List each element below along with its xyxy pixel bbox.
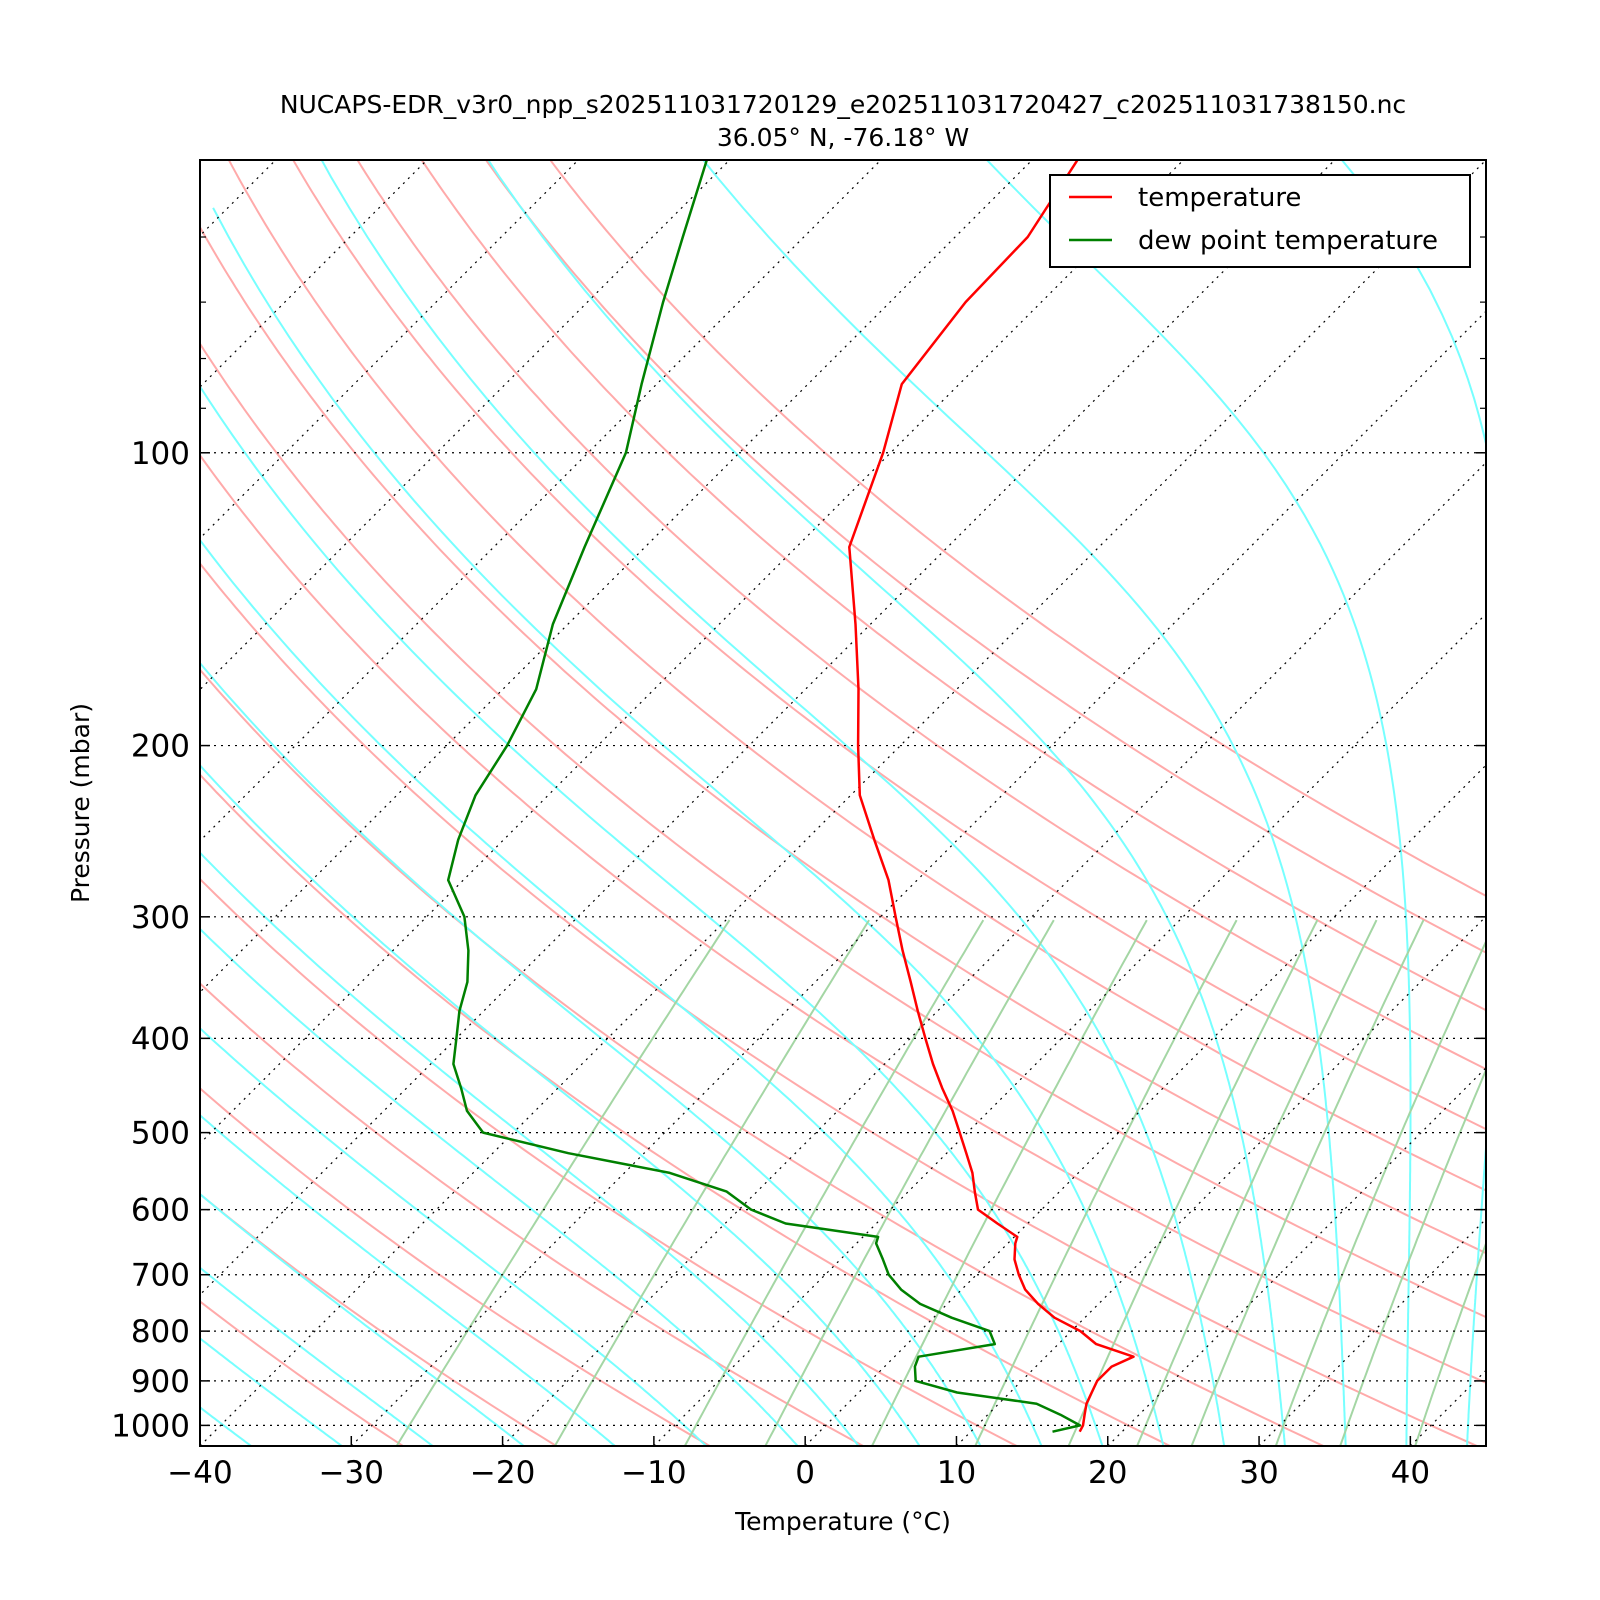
legend: temperature dew point temperature (1049, 174, 1471, 268)
x-tick-label: 40 (1391, 1455, 1430, 1491)
background-lines (200, 160, 1486, 1446)
dewpoint-line (446, 160, 1082, 1433)
mixing-ratio-line (1136, 919, 1378, 1446)
dry-adiabat-line (200, 982, 866, 1446)
y-tick-label: 300 (131, 900, 190, 936)
x-tick-label: 20 (1088, 1455, 1127, 1491)
dry-adiabat-line (200, 1087, 712, 1446)
mixing-ratio-line (870, 919, 1148, 1446)
y-tick-label: 600 (131, 1193, 190, 1229)
x-tick-label: −20 (470, 1455, 535, 1491)
dry-adiabat-line (420, 160, 1486, 1012)
moist-adiabat-line (212, 207, 1165, 1446)
dry-adiabat-line (200, 561, 1480, 1446)
series-lines (446, 160, 1135, 1433)
y-tick-label: 1000 (111, 1408, 190, 1444)
y-tick-label: 700 (131, 1258, 190, 1294)
dry-adiabat-line (227, 160, 1486, 1192)
moist-adiabat-line (702, 160, 1347, 1446)
dry-adiabat-line (200, 668, 1326, 1446)
x-tick-label: −10 (621, 1455, 686, 1491)
legend-label-temperature: temperature (1138, 183, 1301, 213)
moist-adiabat-line (1340, 160, 1486, 1446)
mixing-ratio-line (1339, 1067, 1486, 1446)
moist-adiabat-line (320, 160, 1226, 1446)
dry-adiabat-line (484, 160, 1486, 954)
legend-box (1049, 174, 1471, 268)
mixing-ratio-line (395, 919, 731, 1446)
dry-adiabat-line (200, 773, 1173, 1446)
x-tick-label: 10 (937, 1455, 976, 1491)
plot-frame (199, 159, 1487, 1447)
moist-adiabat-line (200, 1113, 617, 1446)
chart-title: NUCAPS-EDR_v3r0_npp_s202511031720129_e20… (280, 90, 1406, 119)
temperature-line (848, 160, 1135, 1433)
mixing-ratio-line (1274, 939, 1486, 1446)
dry-adiabat-line (200, 225, 1486, 1255)
mixing-ratio-line (764, 919, 1055, 1446)
moist-adiabat-line (200, 1192, 526, 1446)
moist-adiabat-line (200, 1337, 344, 1446)
moist-adiabat-line (200, 1026, 708, 1446)
y-tick-label: 800 (131, 1314, 190, 1350)
moist-adiabat-line (200, 661, 982, 1446)
legend-label-dewpoint: dew point temperature (1138, 226, 1438, 256)
y-tick-label: 100 (131, 436, 190, 472)
y-tick-label: 400 (131, 1021, 190, 1057)
x-tick-label: −40 (167, 1455, 232, 1491)
dry-adiabat-line (549, 160, 1486, 898)
moist-adiabat-line (200, 538, 1043, 1446)
chart-subtitle: 36.05° N, -76.18° W (717, 123, 969, 152)
y-tick-label: 200 (131, 729, 190, 765)
mixing-ratio-line (1067, 919, 1319, 1446)
dry-adiabat-line (200, 453, 1486, 1384)
grid-lines (200, 160, 1486, 1446)
x-axis-label: Temperature (°C) (734, 1507, 951, 1536)
y-tick-label: 500 (131, 1116, 190, 1152)
dry-adiabat-line (200, 877, 1019, 1446)
x-tick-label: 30 (1239, 1455, 1278, 1491)
y-axis: 100 200 300 400 500 600 700 800 900 1000 (111, 159, 1486, 1444)
moist-adiabat-line (200, 927, 799, 1446)
mixing-ratio-line (683, 919, 985, 1446)
dry-adiabat-line (356, 160, 1486, 1071)
y-axis-label: Pressure (mbar) (66, 703, 95, 903)
mixing-ratio-line (1414, 1240, 1486, 1446)
x-tick-label: −30 (319, 1455, 384, 1491)
mixing-ratio-line (1190, 919, 1425, 1446)
x-tick-label: 0 (795, 1455, 815, 1491)
mixing-ratio-line (974, 919, 1238, 1446)
moist-adiabat-line (200, 1266, 435, 1446)
moist-adiabat-line (985, 160, 1412, 1446)
moist-adiabat-line (487, 160, 1286, 1446)
y-tick-label: 900 (131, 1364, 190, 1400)
x-axis: −40 −30 −20 −10 0 10 20 30 40 (167, 1436, 1430, 1491)
